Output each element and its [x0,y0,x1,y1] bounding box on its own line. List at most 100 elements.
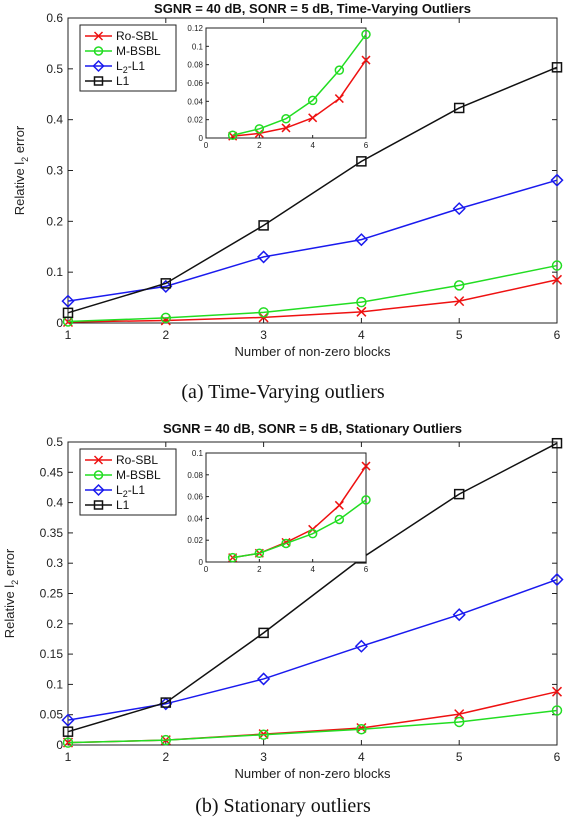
chart-b-inset-data-point [307,528,318,539]
chart-a-legend-marker [92,59,105,73]
chart-stationary: SGNR = 40 dB, SONR = 5 dB, Stationary Ou… [2,421,564,781]
chart-b-inset-ytick-label: 0.04 [187,514,203,523]
chart-b-xtick-label: 3 [260,750,267,764]
chart-b-data-point [354,639,368,653]
chart-a-ylabel: Relative l2 error [12,125,30,215]
chart-b-data-point [160,697,172,708]
chart-b-data-point [159,697,173,711]
chart-b-xtick-label: 2 [162,750,169,764]
chart-time-varying: SGNR = 40 dB, SONR = 5 dB, Time-Varying … [12,1,564,359]
chart-a-legend-label: L2-L1 [116,59,145,75]
chart-a-inset-data-point [308,113,318,123]
chart-a-legend-label: L1 [116,74,130,88]
chart-a-data-point [258,307,269,318]
chart-a-xtick-label: 5 [456,328,463,342]
chart-b-legend-marker [93,500,104,510]
chart-b-series-2 [61,573,564,727]
chart-b-inset-data-point [334,514,345,525]
chart-b-series-3 [62,437,563,737]
chart-a-inset-series-line [232,59,367,137]
chart-b-ylabel: Relative l2 error [2,548,20,638]
chart-b-inset: 0 0.02 0.04 0.06 0.08 0.1 0 2 4 6 [187,449,371,574]
chart-b-inset-data-point [281,538,291,549]
chart-a-ytick-label: 0.6 [46,11,63,25]
chart-b-legend-label: M-BSBL [116,468,161,482]
chart-a-data-point [454,296,465,307]
chart-a-legend-label: Ro-SBL [116,29,158,43]
chart-b-inset-series-1 [227,495,371,563]
chart-b-ytick-label: 0 [56,738,63,752]
chart-a-legend-marker [93,46,104,56]
chart-b-data-point [551,686,563,697]
chart-a-data-point [356,306,367,317]
chart-b-inset-ytick-label: 0.08 [187,471,203,480]
chart-b-ytick-label: 0.4 [46,496,63,510]
chart-a-inset: 0 0.02 0.04 0.06 0.08 0.1 0.12 0 2 4 6 [187,24,371,150]
chart-b-inset-xtick-label: 6 [364,565,369,574]
chart-b-ytick-label: 0.2 [46,617,63,631]
chart-a-inset-ytick-label: 0.08 [187,61,203,70]
chart-a-inset-series-1 [227,29,371,140]
chart-b-legend-label: L1 [116,498,130,512]
chart-a-data-point [551,62,563,73]
chart-b-data-point [257,672,271,686]
chart-a-inset-ytick-label: 0.04 [187,97,203,106]
chart-a-ytick-label: 0.3 [46,164,63,178]
chart-a-inset-xtick-label: 2 [257,141,262,150]
chart-a-inset-ytick-label: 0 [199,134,204,143]
chart-a-inset-data-point [254,124,265,134]
chart-b-inset-ytick-label: 0.06 [187,493,203,502]
chart-b-data-point [258,729,269,740]
chart-a-series-line [67,66,558,314]
chart-b-inset-xtick-label: 4 [310,565,315,574]
chart-b-inset-ytick-label: 0 [199,558,204,567]
chart-a-legend-label: M-BSBL [116,44,161,58]
chart-b-title: SGNR = 40 dB, SONR = 5 dB, Stationary Ou… [163,421,462,436]
chart-b-inset-data-point [361,495,371,505]
chart-b-data-point [356,723,367,735]
chart-a-inset-frame [205,27,367,139]
chart-a-xtick-label: 4 [358,328,365,342]
chart-a-xlabel: Number of non-zero blocks [234,344,391,359]
chart-a-xtick-label: 3 [260,328,267,342]
chart-a-data-point [160,278,172,289]
chart-a-legend-marker [93,76,104,86]
chart-a-data-point [453,280,465,291]
chart-a-inset-data-point [227,130,238,140]
chart-a-inset-ytick-label: 0.12 [187,24,203,33]
chart-a-inset-data-point [307,95,318,106]
chart-b-legend-label: L2-L1 [116,483,145,499]
chart-a-inset-data-point [361,29,371,40]
chart-a-inset-data-point [361,55,371,65]
chart-a-series-line [67,264,558,323]
chart-b-ytick-label: 0.5 [46,435,63,449]
caption-a: (a) Time-Varying outliers [181,381,385,403]
chart-b-ytick-label: 0.25 [40,587,64,601]
chart-b-data-point [61,713,75,727]
chart-a-data-point [354,233,368,247]
chart-a-data-point [550,173,564,187]
chart-b-ytick-label: 0.1 [46,677,63,691]
chart-a-data-point [356,156,367,167]
chart-a-inset-xtick-label: 4 [310,141,315,150]
chart-a-ytick-label: 0.4 [46,113,63,127]
chart-a-data-point [160,312,172,324]
chart-a-title: SGNR = 40 dB, SONR = 5 dB, Time-Varying … [154,1,471,16]
chart-b-data-point [551,437,563,449]
chart-a-data-point [452,202,466,216]
chart-b-legend-marker [93,470,104,480]
chart-b-xtick-label: 6 [554,750,561,764]
chart-b-data-point [550,573,564,587]
chart-b-ytick-label: 0.05 [40,708,64,722]
chart-a-data-point [551,274,563,285]
chart-a-inset-data-point [281,114,291,124]
caption-b: (b) Stationary outliers [195,795,371,817]
chart-b-data-point [62,726,74,737]
chart-a-series-3 [62,62,563,319]
chart-a-data-point [356,296,367,308]
chart-b-ytick-label: 0.15 [40,647,64,661]
chart-a-inset-data-point [281,123,291,133]
chart-b-data-point [452,608,466,622]
